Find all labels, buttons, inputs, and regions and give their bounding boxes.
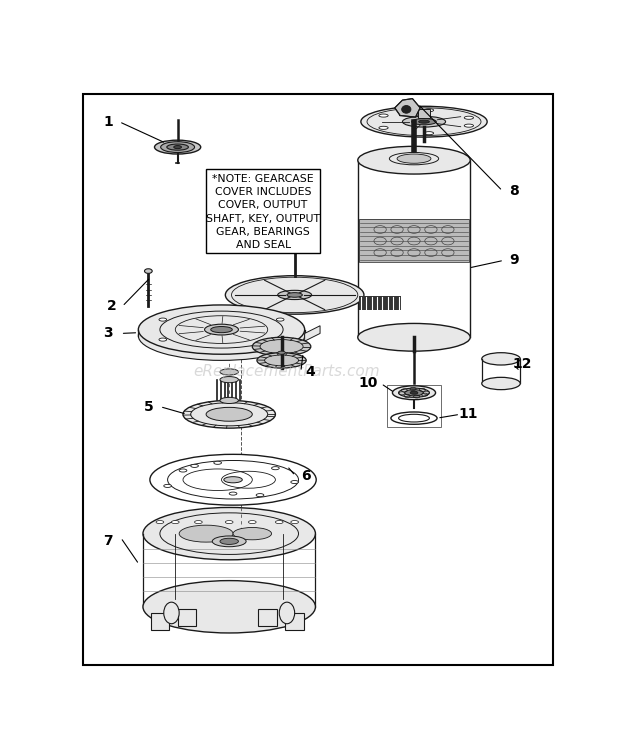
Ellipse shape [424,131,433,134]
Ellipse shape [424,109,433,112]
Ellipse shape [379,126,388,129]
Polygon shape [395,98,420,117]
Ellipse shape [143,581,316,633]
Text: 2: 2 [107,300,117,313]
Text: 11: 11 [458,407,477,421]
Ellipse shape [214,461,221,464]
Ellipse shape [291,481,298,484]
Text: 7: 7 [104,535,113,548]
Ellipse shape [392,386,436,400]
Ellipse shape [277,338,284,341]
Ellipse shape [399,388,430,397]
Ellipse shape [195,520,202,523]
Ellipse shape [256,493,264,496]
Ellipse shape [225,276,364,314]
Ellipse shape [225,520,233,523]
Bar [151,613,169,630]
Text: 3: 3 [104,327,113,340]
Bar [418,109,430,118]
Ellipse shape [278,291,312,300]
Bar [285,613,304,630]
Ellipse shape [179,469,187,472]
Ellipse shape [220,397,239,403]
Ellipse shape [252,337,311,356]
Text: 8: 8 [509,184,519,198]
Ellipse shape [291,520,298,523]
Text: 12: 12 [512,357,531,371]
Ellipse shape [464,124,474,127]
Ellipse shape [400,156,428,164]
Ellipse shape [272,466,279,469]
Ellipse shape [358,324,470,351]
Bar [387,385,441,427]
Ellipse shape [399,103,414,116]
Text: eReplacementParts.com: eReplacementParts.com [193,364,380,379]
Ellipse shape [138,305,304,354]
Text: 1: 1 [104,115,113,128]
Ellipse shape [143,508,316,559]
Text: 5: 5 [143,400,153,414]
Ellipse shape [405,390,423,396]
Ellipse shape [220,376,239,383]
Ellipse shape [206,407,252,421]
Ellipse shape [150,454,316,505]
Polygon shape [304,326,320,341]
Ellipse shape [179,525,233,542]
Ellipse shape [287,293,303,297]
Ellipse shape [220,538,239,544]
Ellipse shape [167,144,188,150]
Ellipse shape [161,142,195,152]
Ellipse shape [277,318,284,321]
Ellipse shape [159,338,167,341]
Ellipse shape [211,327,232,333]
Bar [358,219,469,262]
Bar [358,219,469,262]
Text: 9: 9 [509,253,519,267]
Ellipse shape [358,146,470,174]
Ellipse shape [224,477,242,483]
Bar [177,609,196,626]
Bar [259,609,277,626]
Text: *NOTE: GEARCASE
COVER INCLUDES
COVER, OUTPUT
SHAFT, KEY, OUTPUT
GEAR, BEARINGS
A: *NOTE: GEARCASE COVER INCLUDES COVER, OU… [206,174,320,250]
Ellipse shape [156,520,164,523]
Ellipse shape [229,492,237,495]
Bar [358,297,401,310]
Ellipse shape [220,369,239,375]
Ellipse shape [389,152,438,164]
Ellipse shape [164,484,172,487]
Ellipse shape [379,114,388,117]
Text: 6: 6 [301,469,311,483]
Ellipse shape [159,318,167,321]
Ellipse shape [164,602,179,624]
Ellipse shape [482,353,520,365]
Ellipse shape [275,520,283,523]
Ellipse shape [257,353,306,368]
Bar [206,170,320,252]
Ellipse shape [397,154,431,163]
Ellipse shape [233,527,272,540]
Ellipse shape [249,520,256,523]
Ellipse shape [191,464,198,467]
Ellipse shape [402,116,446,127]
Ellipse shape [138,311,304,360]
Text: 4: 4 [305,365,315,379]
Ellipse shape [418,120,430,123]
Ellipse shape [183,400,275,428]
Ellipse shape [174,146,182,149]
Ellipse shape [482,377,520,390]
Ellipse shape [144,269,152,273]
Ellipse shape [410,391,418,394]
Text: 10: 10 [359,376,378,391]
Ellipse shape [464,116,474,119]
Ellipse shape [205,324,239,335]
Ellipse shape [172,520,179,523]
Ellipse shape [278,351,285,354]
Ellipse shape [402,106,411,113]
Ellipse shape [361,107,487,137]
Ellipse shape [279,602,294,624]
Ellipse shape [212,536,246,547]
Ellipse shape [154,140,201,154]
Ellipse shape [412,119,436,125]
